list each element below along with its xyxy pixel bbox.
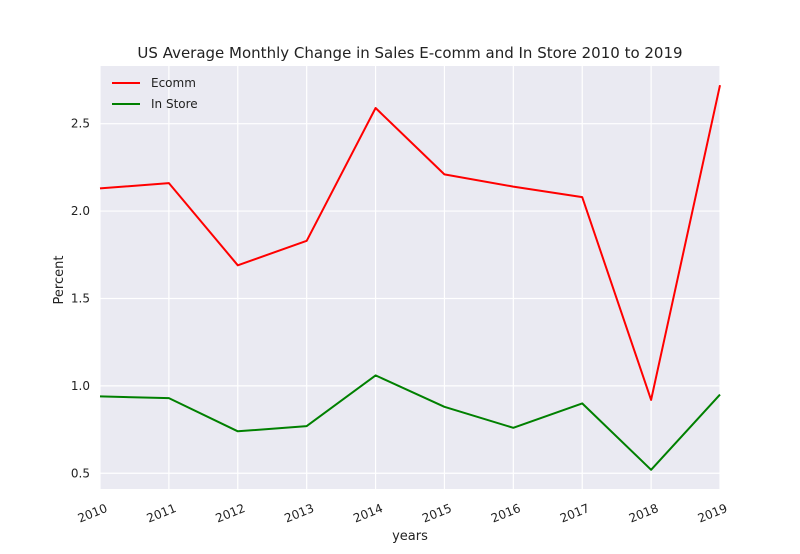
- x-tick-labels: 2010 2011 2012 2013 2014 2015 2016 2017 2018 2019: [76, 501, 730, 525]
- x-tick-label: 2010: [76, 501, 110, 525]
- x-tick-label: 2015: [420, 501, 454, 525]
- y-tick-label: 1.5: [71, 291, 90, 305]
- y-tick-label: 2.5: [71, 117, 90, 131]
- legend-label: In Store: [151, 97, 198, 111]
- x-tick-label: 2011: [145, 501, 179, 525]
- legend-label: Ecomm: [151, 76, 196, 90]
- y-tick-labels: 0.5 1.0 1.5 2.0 2.5: [71, 117, 90, 481]
- y-tick-label: 2.0: [71, 204, 90, 218]
- x-gridlines: [99, 66, 721, 489]
- y-tick-label: 1.0: [71, 379, 90, 393]
- x-axis-label: years: [392, 529, 428, 544]
- series-layer: [99, 84, 721, 471]
- y-axis-label: Percent: [52, 256, 67, 305]
- y-tick-label: 0.5: [71, 466, 90, 480]
- x-tick-label: 2017: [558, 501, 592, 525]
- x-tick-label: 2014: [351, 501, 385, 525]
- plot-area: [100, 66, 720, 489]
- x-tick-label: 2012: [213, 501, 247, 525]
- series-line-ecomm: [99, 84, 721, 401]
- legend: Ecomm In Store: [112, 76, 198, 111]
- x-tick-label: 2016: [489, 501, 523, 525]
- series-line-in-store: [99, 374, 721, 471]
- x-tick-label: 2019: [696, 501, 730, 525]
- x-tick-label: 2013: [282, 501, 316, 525]
- chart-title: US Average Monthly Change in Sales E-com…: [137, 44, 682, 62]
- x-tick-label: 2018: [627, 501, 661, 525]
